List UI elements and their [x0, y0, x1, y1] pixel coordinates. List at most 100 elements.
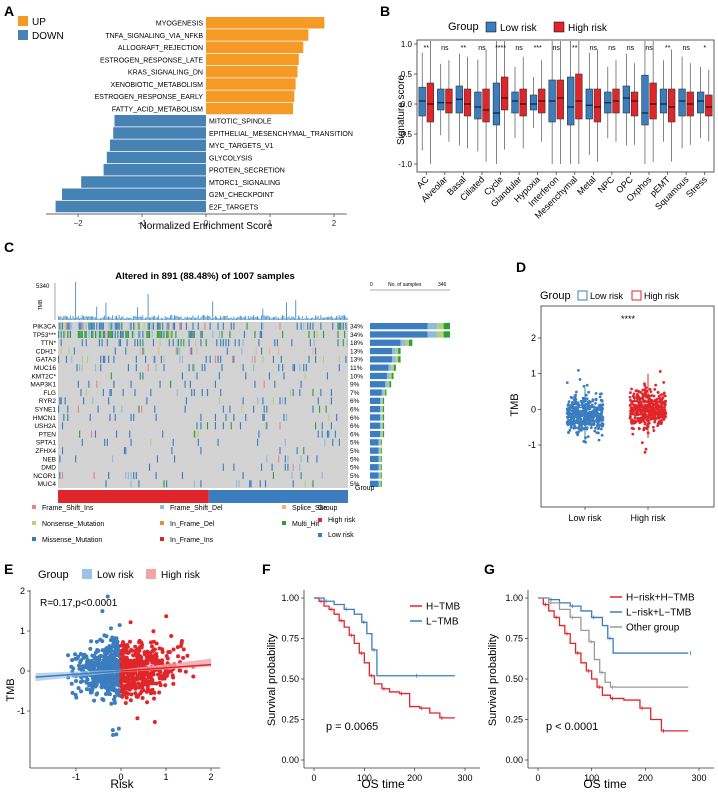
tmb-bar: [181, 318, 183, 320]
tmb-bar: [129, 318, 131, 320]
mutation-cell: [137, 322, 139, 330]
scatter-point: [170, 673, 175, 678]
scatter-point: [111, 638, 116, 643]
gene-count-bar: [382, 406, 385, 413]
scatter-point: [126, 676, 131, 681]
mutation-cell: [114, 347, 116, 355]
mutation-cell: [280, 355, 282, 363]
scatter-point: [105, 594, 110, 599]
scatter-point: [164, 654, 169, 659]
scatter-point: [191, 674, 196, 679]
tmb-point: [642, 419, 645, 423]
mutation-cell: [282, 397, 284, 405]
mutation-cell: [249, 480, 251, 488]
mutation-cell: [83, 322, 85, 330]
tmb-bar: [109, 317, 111, 320]
mutation-cell: [279, 397, 281, 405]
mutation-cell: [264, 480, 267, 488]
tmb-bar: [108, 316, 110, 320]
scatter-point: [150, 657, 155, 662]
tmb-bar: [199, 318, 200, 320]
gene-count-bar: [381, 397, 383, 404]
gene-count-bar: [378, 472, 380, 479]
mutation-cell: [184, 405, 186, 413]
mutation-cell: [345, 322, 347, 330]
gene-percent: 6%: [350, 407, 360, 414]
mutation-cell: [184, 380, 186, 388]
gsea-bar: [206, 102, 294, 115]
mutation-cell: [241, 347, 243, 355]
y-tick-label: 1.00: [505, 593, 523, 603]
significance-label: ns: [645, 45, 653, 52]
scatter-point: [78, 651, 83, 656]
mutation-cell: [96, 322, 98, 330]
tmb-bar: [125, 318, 127, 320]
mutation-cell: [221, 364, 223, 372]
scatter-point: [89, 658, 94, 663]
scatter-point: [179, 641, 184, 646]
significance-label: ns: [441, 45, 449, 52]
mutation-cell: [217, 438, 219, 446]
mutation-cell: [145, 355, 147, 363]
scatter-point: [134, 694, 139, 699]
tmb-bar: [175, 316, 177, 320]
mutation-cell: [61, 422, 64, 430]
mutation-cell: [181, 372, 184, 380]
mutation-cell: [287, 463, 289, 471]
gene-count-bar: [380, 430, 382, 438]
mutation-cell: [77, 380, 79, 388]
scatter-point: [121, 649, 126, 654]
tmb-point: [577, 421, 581, 425]
mutation-cell: [89, 413, 91, 421]
mutation-cell: [102, 322, 104, 330]
tmb-bar: [88, 316, 90, 320]
mutation-cell: [106, 339, 108, 347]
gsea-bar: [103, 164, 206, 176]
mutation-cell: [163, 480, 165, 488]
mutation-cell: [217, 322, 219, 330]
mutation-cell: [162, 430, 164, 438]
tmb-point: [656, 424, 660, 428]
gsea-bar-label: G2M_CHECKPOINT: [209, 192, 275, 199]
scatter-point: [96, 663, 101, 668]
mutation-cell: [340, 322, 342, 330]
mutation-cell: [110, 322, 112, 330]
mutation-cell: [142, 330, 144, 338]
mutation-cell: [130, 413, 132, 421]
tmb-point: [576, 368, 580, 372]
tmb-bar: [197, 315, 199, 320]
y-tick-label: 1.0: [401, 40, 413, 49]
mutation-cell: [154, 405, 156, 413]
mutation-cell: [308, 330, 310, 338]
mutation-cell: [122, 389, 124, 397]
tmb-bar: [184, 317, 186, 320]
scatter-point: [158, 683, 163, 688]
mutation-cell: [58, 330, 60, 338]
tmb-bar: [250, 316, 252, 320]
mutation-cell: [233, 463, 235, 471]
tmb-bar: [137, 307, 139, 320]
box-low: [511, 91, 519, 114]
mutation-cell: [80, 330, 82, 338]
tmb-bar: [222, 315, 224, 320]
panel-d-legend-low: Low risk: [590, 291, 624, 301]
legend-down-swatch: [18, 30, 28, 40]
legend-swatch: [160, 521, 164, 525]
tmb-bar: [261, 315, 262, 320]
oncoplot-background: [58, 322, 348, 488]
mutation-cell: [179, 322, 181, 330]
scatter-point: [114, 636, 119, 641]
panel-e-legend-low: Low risk: [97, 570, 135, 581]
mutation-cell: [197, 430, 199, 438]
tmb-point: [643, 422, 647, 426]
panel-e-xlabel: Risk: [110, 777, 134, 791]
mutation-cell: [106, 330, 108, 338]
scatter-point: [79, 658, 84, 663]
scatter-point: [139, 658, 144, 663]
mutation-cell: [324, 438, 326, 446]
gsea-bar: [62, 188, 206, 200]
gsea-bar: [206, 53, 299, 66]
tmb-point: [649, 417, 653, 421]
tmb-point: [657, 394, 661, 398]
mutation-cell: [262, 322, 264, 330]
